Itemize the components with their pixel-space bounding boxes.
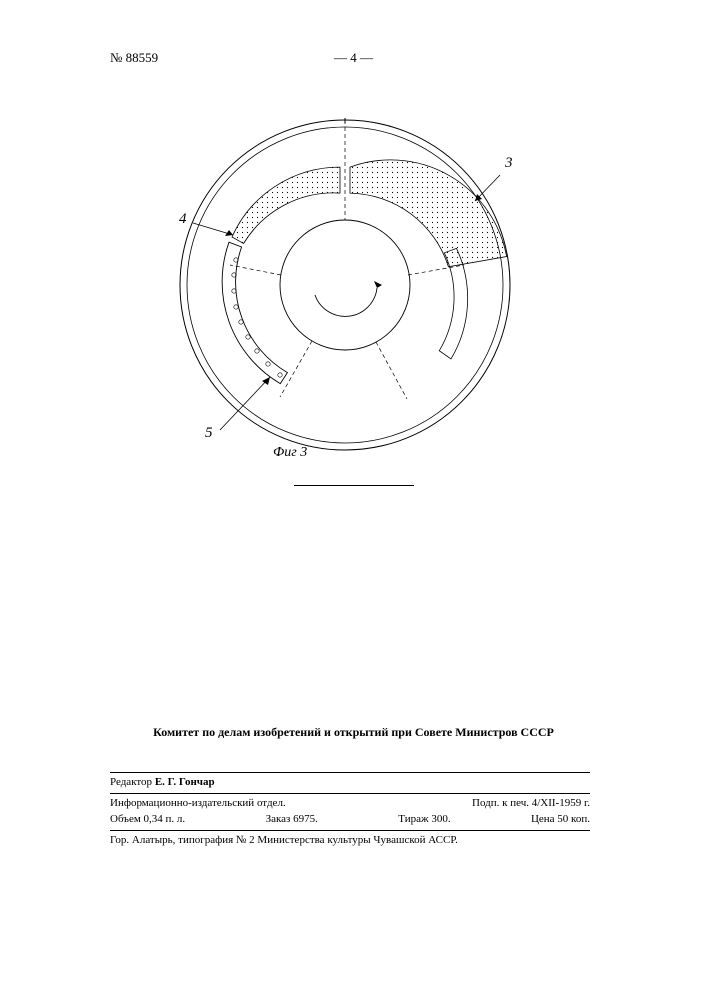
order: Заказ 6975. — [266, 812, 318, 828]
separator-line — [294, 485, 414, 486]
editor-name: Е. Г. Гончар — [155, 776, 215, 788]
callout-4: 4 — [179, 211, 187, 228]
volume: Объем 0,34 п. л. — [110, 812, 185, 828]
callout-3: 3 — [505, 155, 513, 172]
doc-number: № 88559 — [110, 50, 158, 66]
dept: Информационно-издательский отдел. — [110, 796, 350, 812]
editor-label: Редактор — [110, 776, 152, 788]
imprint-block: Редактор Е. Г. Гончар Информационно-изда… — [110, 770, 590, 849]
figure-caption: Фиг 3 — [273, 445, 307, 461]
committee-line: Комитет по делам изобретений и открытий … — [0, 725, 707, 740]
page-number: — 4 — — [334, 50, 373, 66]
callout-5: 5 — [205, 425, 213, 442]
figure-svg — [135, 115, 555, 475]
figure-3: 3 4 5 Фиг 3 — [135, 115, 555, 475]
printer: Гор. Алатырь, типография № 2 Министерств… — [110, 833, 590, 849]
signed-date: Подп. к печ. 4/XII-1959 г. — [350, 796, 590, 812]
tirage: Тираж 300. — [398, 812, 450, 828]
price: Цена 50 коп. — [531, 812, 590, 828]
